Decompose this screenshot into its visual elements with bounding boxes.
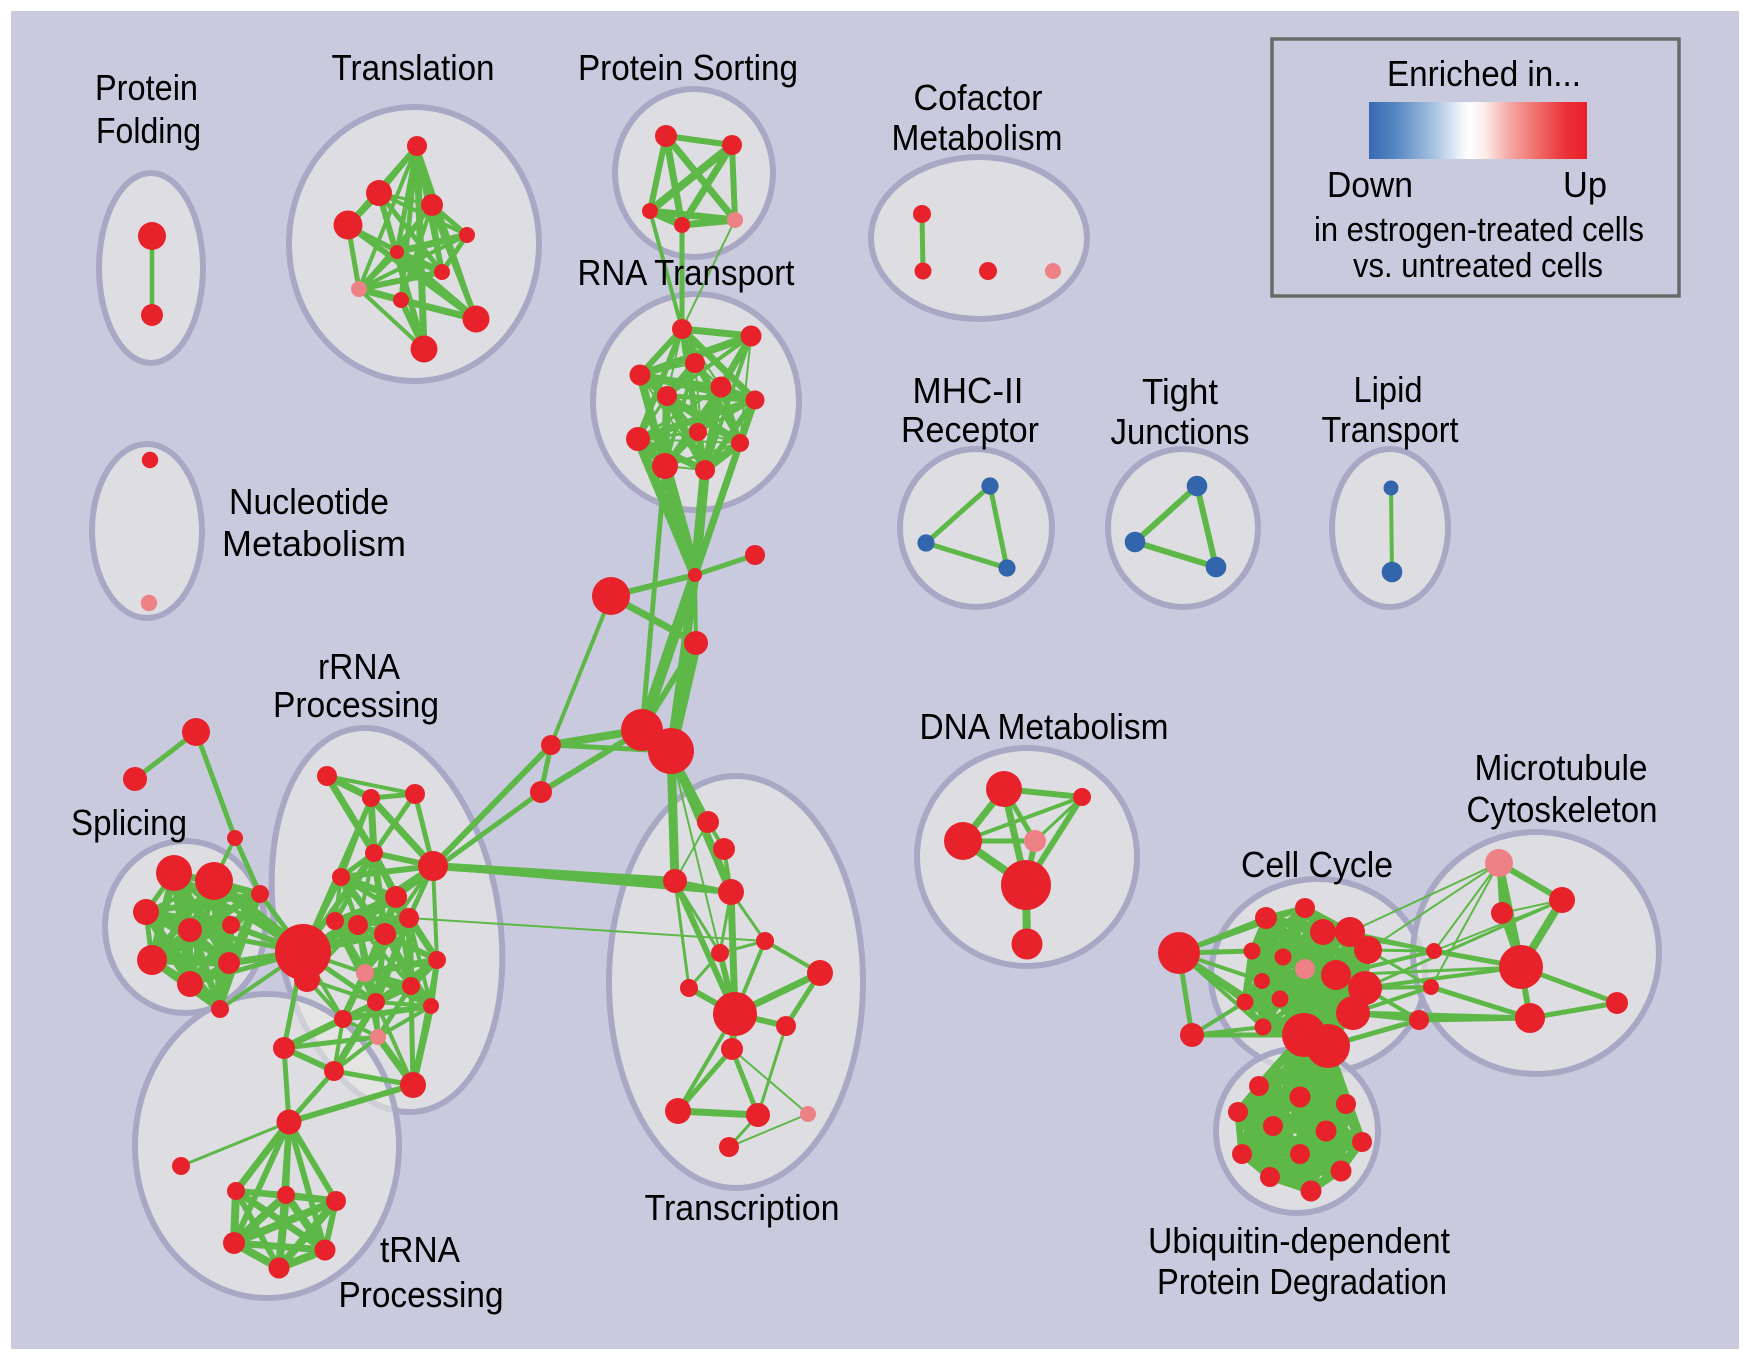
svg-text:in estrogen-treated cells: in estrogen-treated cells [1314,211,1644,249]
svg-text:Metabolism: Metabolism [222,523,406,564]
svg-text:Junctions: Junctions [1111,411,1250,452]
svg-text:Protein: Protein [95,67,198,108]
svg-text:Cytoskeleton: Cytoskeleton [1467,789,1658,830]
svg-text:Cell Cycle: Cell Cycle [1241,844,1393,885]
svg-text:DNA Metabolism: DNA Metabolism [920,706,1169,747]
svg-text:Folding: Folding [96,110,201,151]
svg-text:Protein Degradation: Protein Degradation [1157,1261,1447,1302]
svg-text:Enriched in...: Enriched in... [1387,53,1581,94]
svg-text:Metabolism: Metabolism [892,117,1063,158]
svg-text:Processing: Processing [339,1274,504,1315]
svg-text:Transport: Transport [1322,409,1459,450]
svg-text:Protein Sorting: Protein Sorting [578,47,798,88]
svg-text:Down: Down [1327,164,1413,205]
svg-text:Up: Up [1563,164,1607,205]
svg-text:Ubiquitin-dependent: Ubiquitin-dependent [1148,1220,1450,1261]
svg-text:vs. untreated cells: vs. untreated cells [1353,247,1603,285]
svg-text:Lipid: Lipid [1354,369,1423,410]
svg-text:tRNA: tRNA [380,1229,460,1270]
svg-text:Splicing: Splicing [71,802,187,843]
svg-text:Translation: Translation [332,47,495,88]
svg-text:Cofactor: Cofactor [914,77,1043,118]
svg-text:RNA Transport: RNA Transport [578,252,795,293]
svg-text:Receptor: Receptor [901,409,1039,450]
svg-text:Processing: Processing [273,684,439,725]
svg-text:Microtubule: Microtubule [1475,747,1648,788]
svg-text:Nucleotide: Nucleotide [229,481,389,522]
svg-text:MHC-II: MHC-II [913,370,1024,411]
svg-text:rRNA: rRNA [318,646,400,687]
svg-text:Tight: Tight [1142,371,1218,412]
svg-text:Transcription: Transcription [645,1187,840,1228]
